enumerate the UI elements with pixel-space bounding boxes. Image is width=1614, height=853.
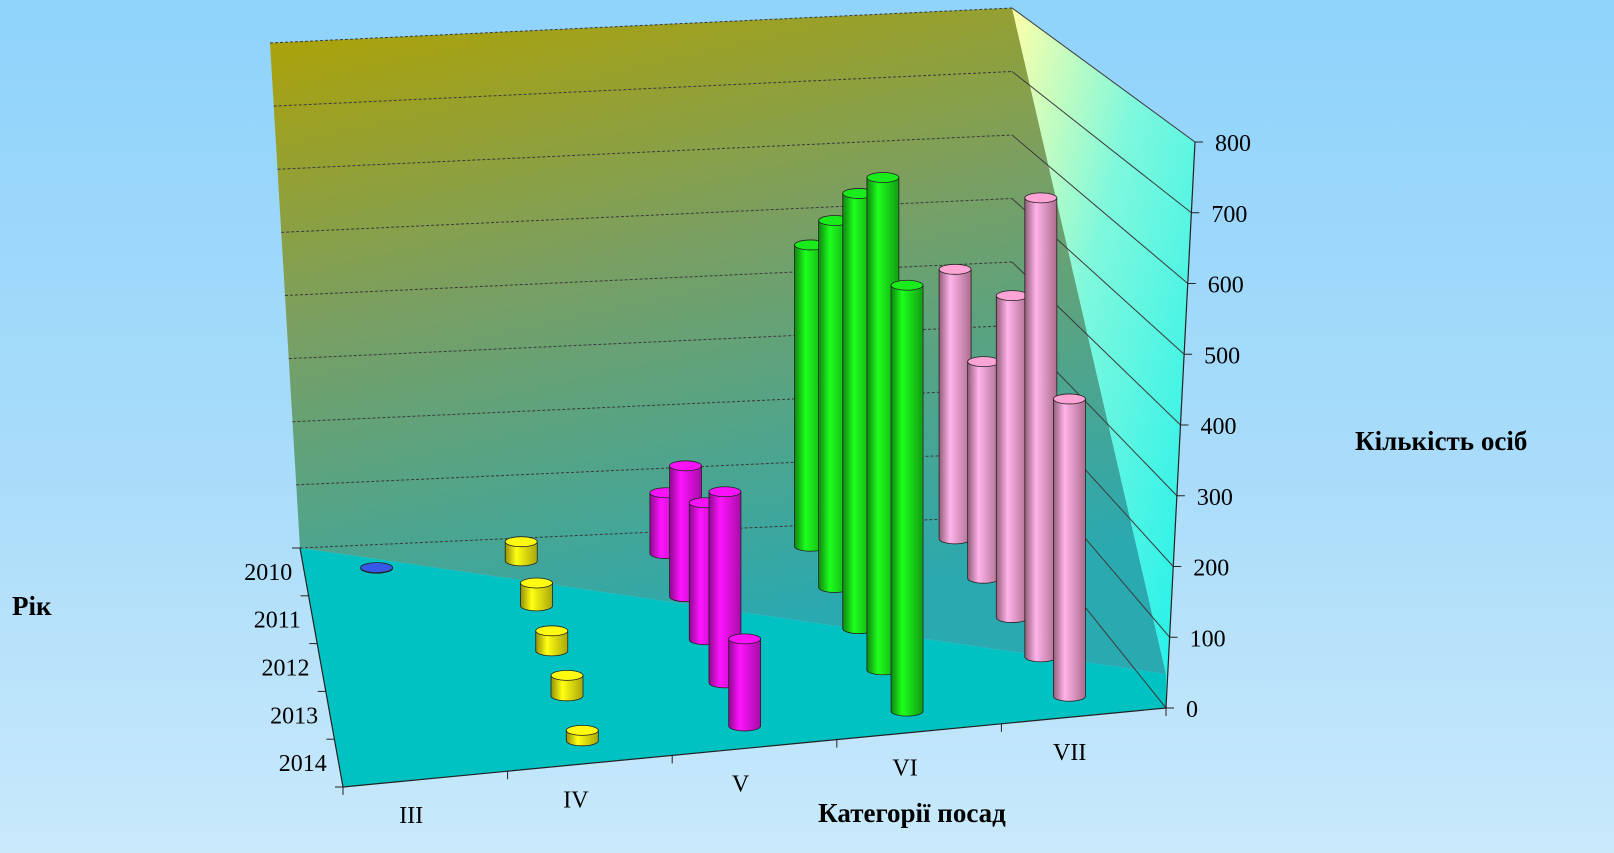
bar-top (890, 279, 924, 291)
bar-body (995, 295, 1029, 623)
bar-top (550, 669, 584, 681)
bar-III-2010 (360, 562, 394, 574)
gridline-side (1011, 7, 1196, 143)
bar-body (520, 582, 553, 612)
axis-labels: 0 100 200 300 400 500 600 700 800 III IV V VI VII 2010… (244, 131, 1251, 829)
bar-top (995, 290, 1029, 302)
y-tick-label: 500 (1204, 343, 1240, 369)
bar-VII-2012 (995, 290, 1029, 623)
bar-top (1024, 192, 1058, 204)
y-tick-label: 600 (1208, 273, 1244, 299)
z-tick-label: 2013 (270, 703, 318, 729)
axes (292, 141, 1203, 795)
z-tick-label: 2010 (244, 560, 292, 586)
bar-top (504, 536, 538, 548)
y-tick-label: 200 (1193, 556, 1229, 582)
bar-body (938, 268, 972, 545)
bar-body (550, 674, 584, 702)
bar-top (938, 263, 972, 275)
y-tick-label: 800 (1215, 131, 1251, 157)
bar-top (1053, 393, 1086, 405)
x-tick-label: III (399, 803, 423, 829)
y-tick-label: 100 (1190, 626, 1226, 652)
gridline-back (281, 198, 1013, 233)
gridline-back (273, 71, 1013, 107)
bar-IV-2013 (550, 669, 584, 702)
bar-IV-2010 (504, 536, 538, 567)
bar-VI-2014 (890, 279, 924, 717)
gridline-back (288, 325, 1013, 360)
y-axis-title: Кількість осіб (1355, 426, 1527, 456)
y-tick-label: 0 (1186, 697, 1198, 723)
bar-top (565, 724, 599, 736)
x-tick-label: VI (892, 756, 917, 782)
bar-body (504, 541, 538, 567)
bar-top (708, 486, 742, 498)
bar-top (360, 562, 394, 573)
x-tick-label: IV (563, 787, 589, 813)
y-tick-label: 400 (1201, 414, 1237, 440)
x-tick-label: V (732, 772, 750, 798)
bar-top (535, 625, 569, 637)
bar-body (535, 630, 569, 657)
bar-body (967, 361, 1001, 584)
x-axis-line (342, 707, 1167, 788)
bar-body (1053, 398, 1086, 702)
z-axis-line (299, 547, 344, 788)
bar-top (669, 460, 702, 472)
bar-VII-2010 (938, 263, 972, 545)
z-axis-title: Рік (12, 591, 52, 621)
gridline-back (269, 7, 1013, 44)
bar-IV-2014 (565, 724, 599, 747)
bar-VII-2011 (967, 356, 1001, 584)
bar-VII-2014 (1053, 393, 1086, 702)
y-tick-label: 700 (1211, 202, 1247, 228)
bar-IV-2011 (520, 577, 553, 612)
bar-V-2014 (728, 633, 762, 732)
right-wall (1012, 8, 1195, 708)
x-tick-label: VII (1053, 740, 1086, 766)
gridline-side (1011, 134, 1189, 284)
gridline-back (277, 134, 1013, 170)
bars (360, 172, 1086, 747)
bar-IV-2012 (535, 625, 569, 657)
z-tick-label: 2012 (262, 656, 310, 682)
bar-VII-2013 (1024, 192, 1058, 663)
bar-body (890, 284, 924, 717)
x-axis-title: Категорії посад (818, 798, 1006, 828)
y-tick-label: 300 (1197, 485, 1233, 511)
z-tick-label: 2014 (279, 751, 327, 777)
gridline-side (1011, 71, 1192, 214)
bar-top (728, 633, 762, 645)
bar-top (520, 577, 553, 589)
bar-body (1024, 197, 1058, 663)
bar-top (866, 172, 900, 183)
bar-body (728, 638, 762, 732)
z-tick-label: 2011 (254, 608, 301, 634)
bar-top (967, 356, 1001, 368)
